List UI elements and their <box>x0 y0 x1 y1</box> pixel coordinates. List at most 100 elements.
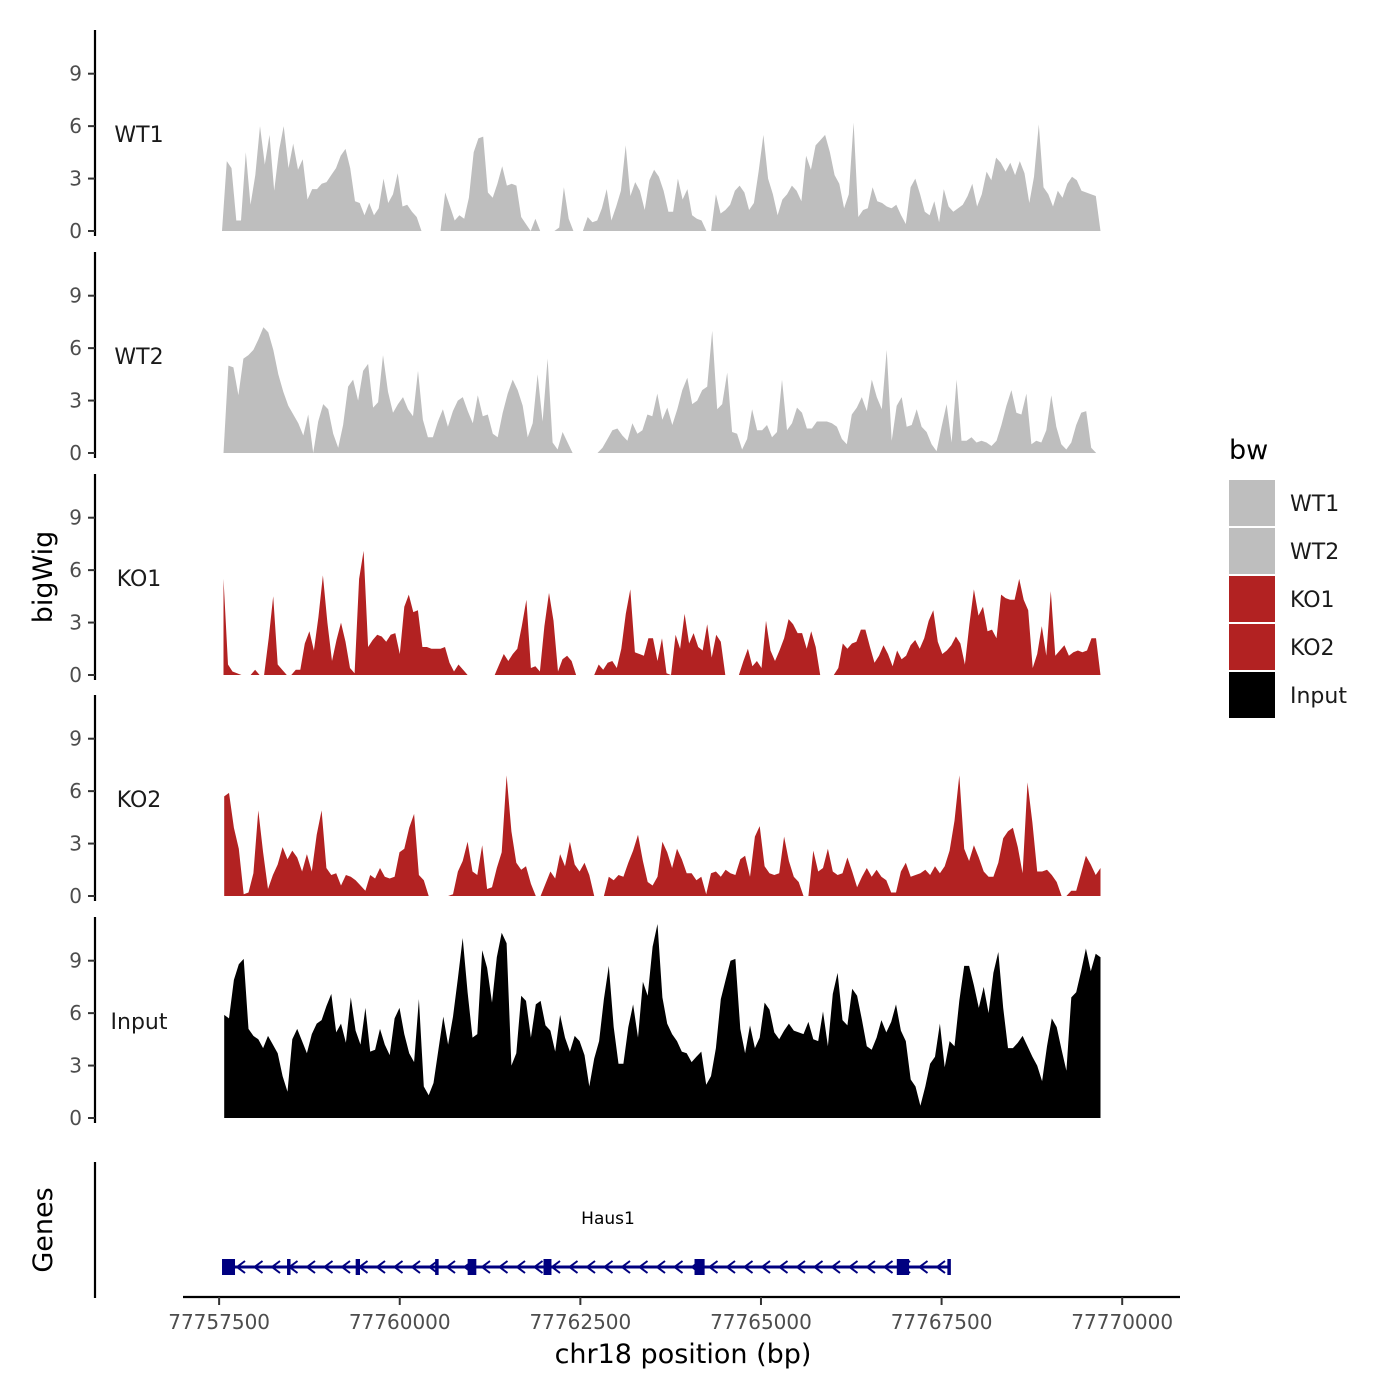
gene-panel: Haus1 <box>93 1162 951 1298</box>
strand-arrow <box>392 1260 404 1274</box>
strand-arrow <box>742 1260 754 1274</box>
y-tick-label: 0 <box>69 441 82 465</box>
track-label: KO2 <box>117 788 162 813</box>
gene-exon <box>435 1259 439 1275</box>
strand-arrow <box>585 1260 596 1274</box>
strand-arrow <box>620 1260 631 1274</box>
legend-label: WT1 <box>1290 492 1339 517</box>
strand-arrow <box>375 1260 386 1274</box>
y-tick-label: 0 <box>69 1106 82 1130</box>
y-tick-label: 3 <box>69 1054 82 1078</box>
legend: bw WT1 WT2 KO1 KO2 Input <box>1229 435 1347 718</box>
legend-label: Input <box>1290 684 1347 709</box>
strand-arrow <box>812 1260 824 1274</box>
gene-exon <box>467 1259 477 1275</box>
track-wt1: 0 3 6 9 WT1 <box>69 30 1101 243</box>
gene-exon <box>543 1259 552 1275</box>
track-wt2: 0 3 6 9 WT2 <box>69 252 1097 465</box>
track-label: Input <box>111 1010 168 1035</box>
x-tick-label: 77770000 <box>1071 1310 1173 1334</box>
strand-arrow <box>882 1260 894 1274</box>
track-ko1: 0 3 6 9 KO1 <box>69 474 1101 687</box>
gene-exon <box>694 1259 705 1275</box>
tracks-layer: 0 3 6 9 WT1 0 3 6 9 WT2 0 3 6 9 KO1 0 3 6 9 KO2 0 3 6 9 Input <box>69 30 1101 1130</box>
strand-arrow <box>340 1260 351 1274</box>
y-tick-label: 9 <box>69 727 82 751</box>
strand-arrow <box>602 1260 614 1274</box>
strand-arrow <box>235 1260 246 1274</box>
strand-arrow <box>322 1260 334 1274</box>
legend-label: KO2 <box>1290 636 1335 661</box>
y-tick-label: 3 <box>69 389 82 413</box>
legend-key-wt2 <box>1229 528 1275 574</box>
x-tick-label: 77765000 <box>710 1310 812 1334</box>
x-axis: 77757500 77760000 77762500 77765000 77767500… <box>168 1295 1180 1334</box>
legend-key-ko1 <box>1229 576 1275 622</box>
strand-arrow <box>760 1260 771 1274</box>
x-tick-label: 77757500 <box>168 1310 270 1334</box>
legend-key-ko2 <box>1229 624 1275 670</box>
y-tick-label: 9 <box>69 284 82 308</box>
strand-arrow <box>672 1260 684 1274</box>
track-ko2: 0 3 6 9 KO2 <box>69 695 1101 908</box>
y-tick-label: 6 <box>69 1001 82 1025</box>
strand-arrow <box>725 1260 736 1274</box>
strand-arrow <box>637 1260 649 1274</box>
y-tick-label: 0 <box>69 884 82 908</box>
strand-arrow <box>550 1260 561 1274</box>
y-tick-label: 3 <box>69 167 82 191</box>
coverage-area-input <box>224 924 1101 1118</box>
y-tick-label: 6 <box>69 558 82 582</box>
legend-key-wt1 <box>1229 480 1275 526</box>
y-tick-label: 9 <box>69 62 82 86</box>
strand-arrow <box>777 1260 789 1274</box>
strand-arrow <box>270 1260 281 1274</box>
gene-exon <box>355 1259 361 1275</box>
genes-axis-title: Genes <box>28 1187 59 1272</box>
strand-arrow <box>305 1260 316 1274</box>
y-tick-label: 9 <box>69 506 82 530</box>
strand-arrow <box>252 1260 264 1274</box>
y-tick-label: 3 <box>69 832 82 856</box>
strand-arrow <box>795 1260 806 1274</box>
x-tick-label: 77767500 <box>891 1310 993 1334</box>
track-input: 0 3 6 9 Input <box>69 917 1101 1130</box>
y-tick-label: 6 <box>69 779 82 803</box>
strand-arrow <box>935 1260 946 1274</box>
track-label: WT2 <box>114 345 163 370</box>
x-tick-label: 77762500 <box>529 1310 631 1334</box>
strand-arrow <box>865 1260 876 1274</box>
y-tick-label: 3 <box>69 611 82 635</box>
coverage-area-ko1 <box>223 550 1101 675</box>
legend-label: KO1 <box>1290 588 1335 613</box>
strand-arrow <box>480 1260 491 1274</box>
x-axis-title: chr18 position (bp) <box>555 1339 812 1370</box>
strand-arrow <box>427 1260 439 1274</box>
legend-label: WT2 <box>1290 540 1339 565</box>
track-label: WT1 <box>114 123 163 148</box>
strand-arrow <box>410 1260 421 1274</box>
coverage-area-wt1 <box>222 122 1101 231</box>
gene-exon <box>222 1259 236 1275</box>
gene-exon <box>947 1259 951 1275</box>
y-tick-label: 9 <box>69 949 82 973</box>
y-tick-label: 0 <box>69 663 82 687</box>
coverage-area-ko2 <box>224 775 1101 896</box>
strand-arrow <box>917 1260 929 1274</box>
strand-arrow <box>532 1260 544 1274</box>
legend-title: bw <box>1229 435 1268 466</box>
strand-arrow <box>497 1260 509 1274</box>
strand-arrow <box>655 1260 666 1274</box>
strand-arrow <box>445 1260 456 1274</box>
gene-label: Haus1 <box>581 1209 635 1229</box>
strand-arrow <box>567 1260 579 1274</box>
strand-arrow <box>707 1260 719 1274</box>
y-tick-label: 6 <box>69 114 82 138</box>
y-axis-title: bigWig <box>28 531 59 624</box>
strand-arrow <box>515 1260 526 1274</box>
legend-key-input <box>1229 672 1275 718</box>
y-tick-label: 0 <box>69 219 82 243</box>
x-tick-label: 77760000 <box>349 1310 451 1334</box>
strand-arrow <box>830 1260 841 1274</box>
track-label: KO1 <box>117 567 162 592</box>
